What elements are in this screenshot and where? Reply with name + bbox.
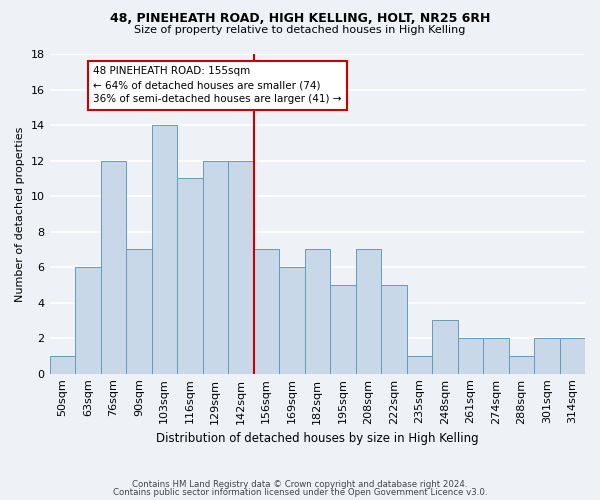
Text: 48 PINEHEATH ROAD: 155sqm
← 64% of detached houses are smaller (74)
36% of semi-: 48 PINEHEATH ROAD: 155sqm ← 64% of detac… bbox=[93, 66, 341, 104]
Bar bbox=[458, 338, 483, 374]
Text: Contains HM Land Registry data © Crown copyright and database right 2024.: Contains HM Land Registry data © Crown c… bbox=[132, 480, 468, 489]
Bar bbox=[101, 160, 126, 374]
X-axis label: Distribution of detached houses by size in High Kelling: Distribution of detached houses by size … bbox=[156, 432, 479, 445]
Bar bbox=[75, 267, 101, 374]
Bar bbox=[560, 338, 585, 374]
Bar bbox=[534, 338, 560, 374]
Bar bbox=[228, 160, 254, 374]
Bar bbox=[330, 285, 356, 374]
Bar bbox=[483, 338, 509, 374]
Bar bbox=[407, 356, 432, 374]
Bar bbox=[279, 267, 305, 374]
Bar bbox=[203, 160, 228, 374]
Y-axis label: Number of detached properties: Number of detached properties bbox=[15, 126, 25, 302]
Bar bbox=[152, 125, 177, 374]
Bar bbox=[356, 250, 381, 374]
Text: 48, PINEHEATH ROAD, HIGH KELLING, HOLT, NR25 6RH: 48, PINEHEATH ROAD, HIGH KELLING, HOLT, … bbox=[110, 12, 490, 26]
Bar bbox=[509, 356, 534, 374]
Bar bbox=[50, 356, 75, 374]
Bar bbox=[177, 178, 203, 374]
Text: Size of property relative to detached houses in High Kelling: Size of property relative to detached ho… bbox=[134, 25, 466, 35]
Bar bbox=[305, 250, 330, 374]
Bar bbox=[254, 250, 279, 374]
Bar bbox=[126, 250, 152, 374]
Bar bbox=[381, 285, 407, 374]
Text: Contains public sector information licensed under the Open Government Licence v3: Contains public sector information licen… bbox=[113, 488, 487, 497]
Bar bbox=[432, 320, 458, 374]
